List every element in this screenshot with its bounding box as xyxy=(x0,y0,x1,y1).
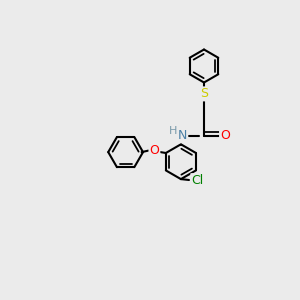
Text: O: O xyxy=(149,144,159,157)
Text: H: H xyxy=(169,125,178,136)
Text: S: S xyxy=(200,87,208,101)
Text: N: N xyxy=(178,129,187,142)
Text: O: O xyxy=(220,129,230,142)
Text: Cl: Cl xyxy=(191,174,203,187)
